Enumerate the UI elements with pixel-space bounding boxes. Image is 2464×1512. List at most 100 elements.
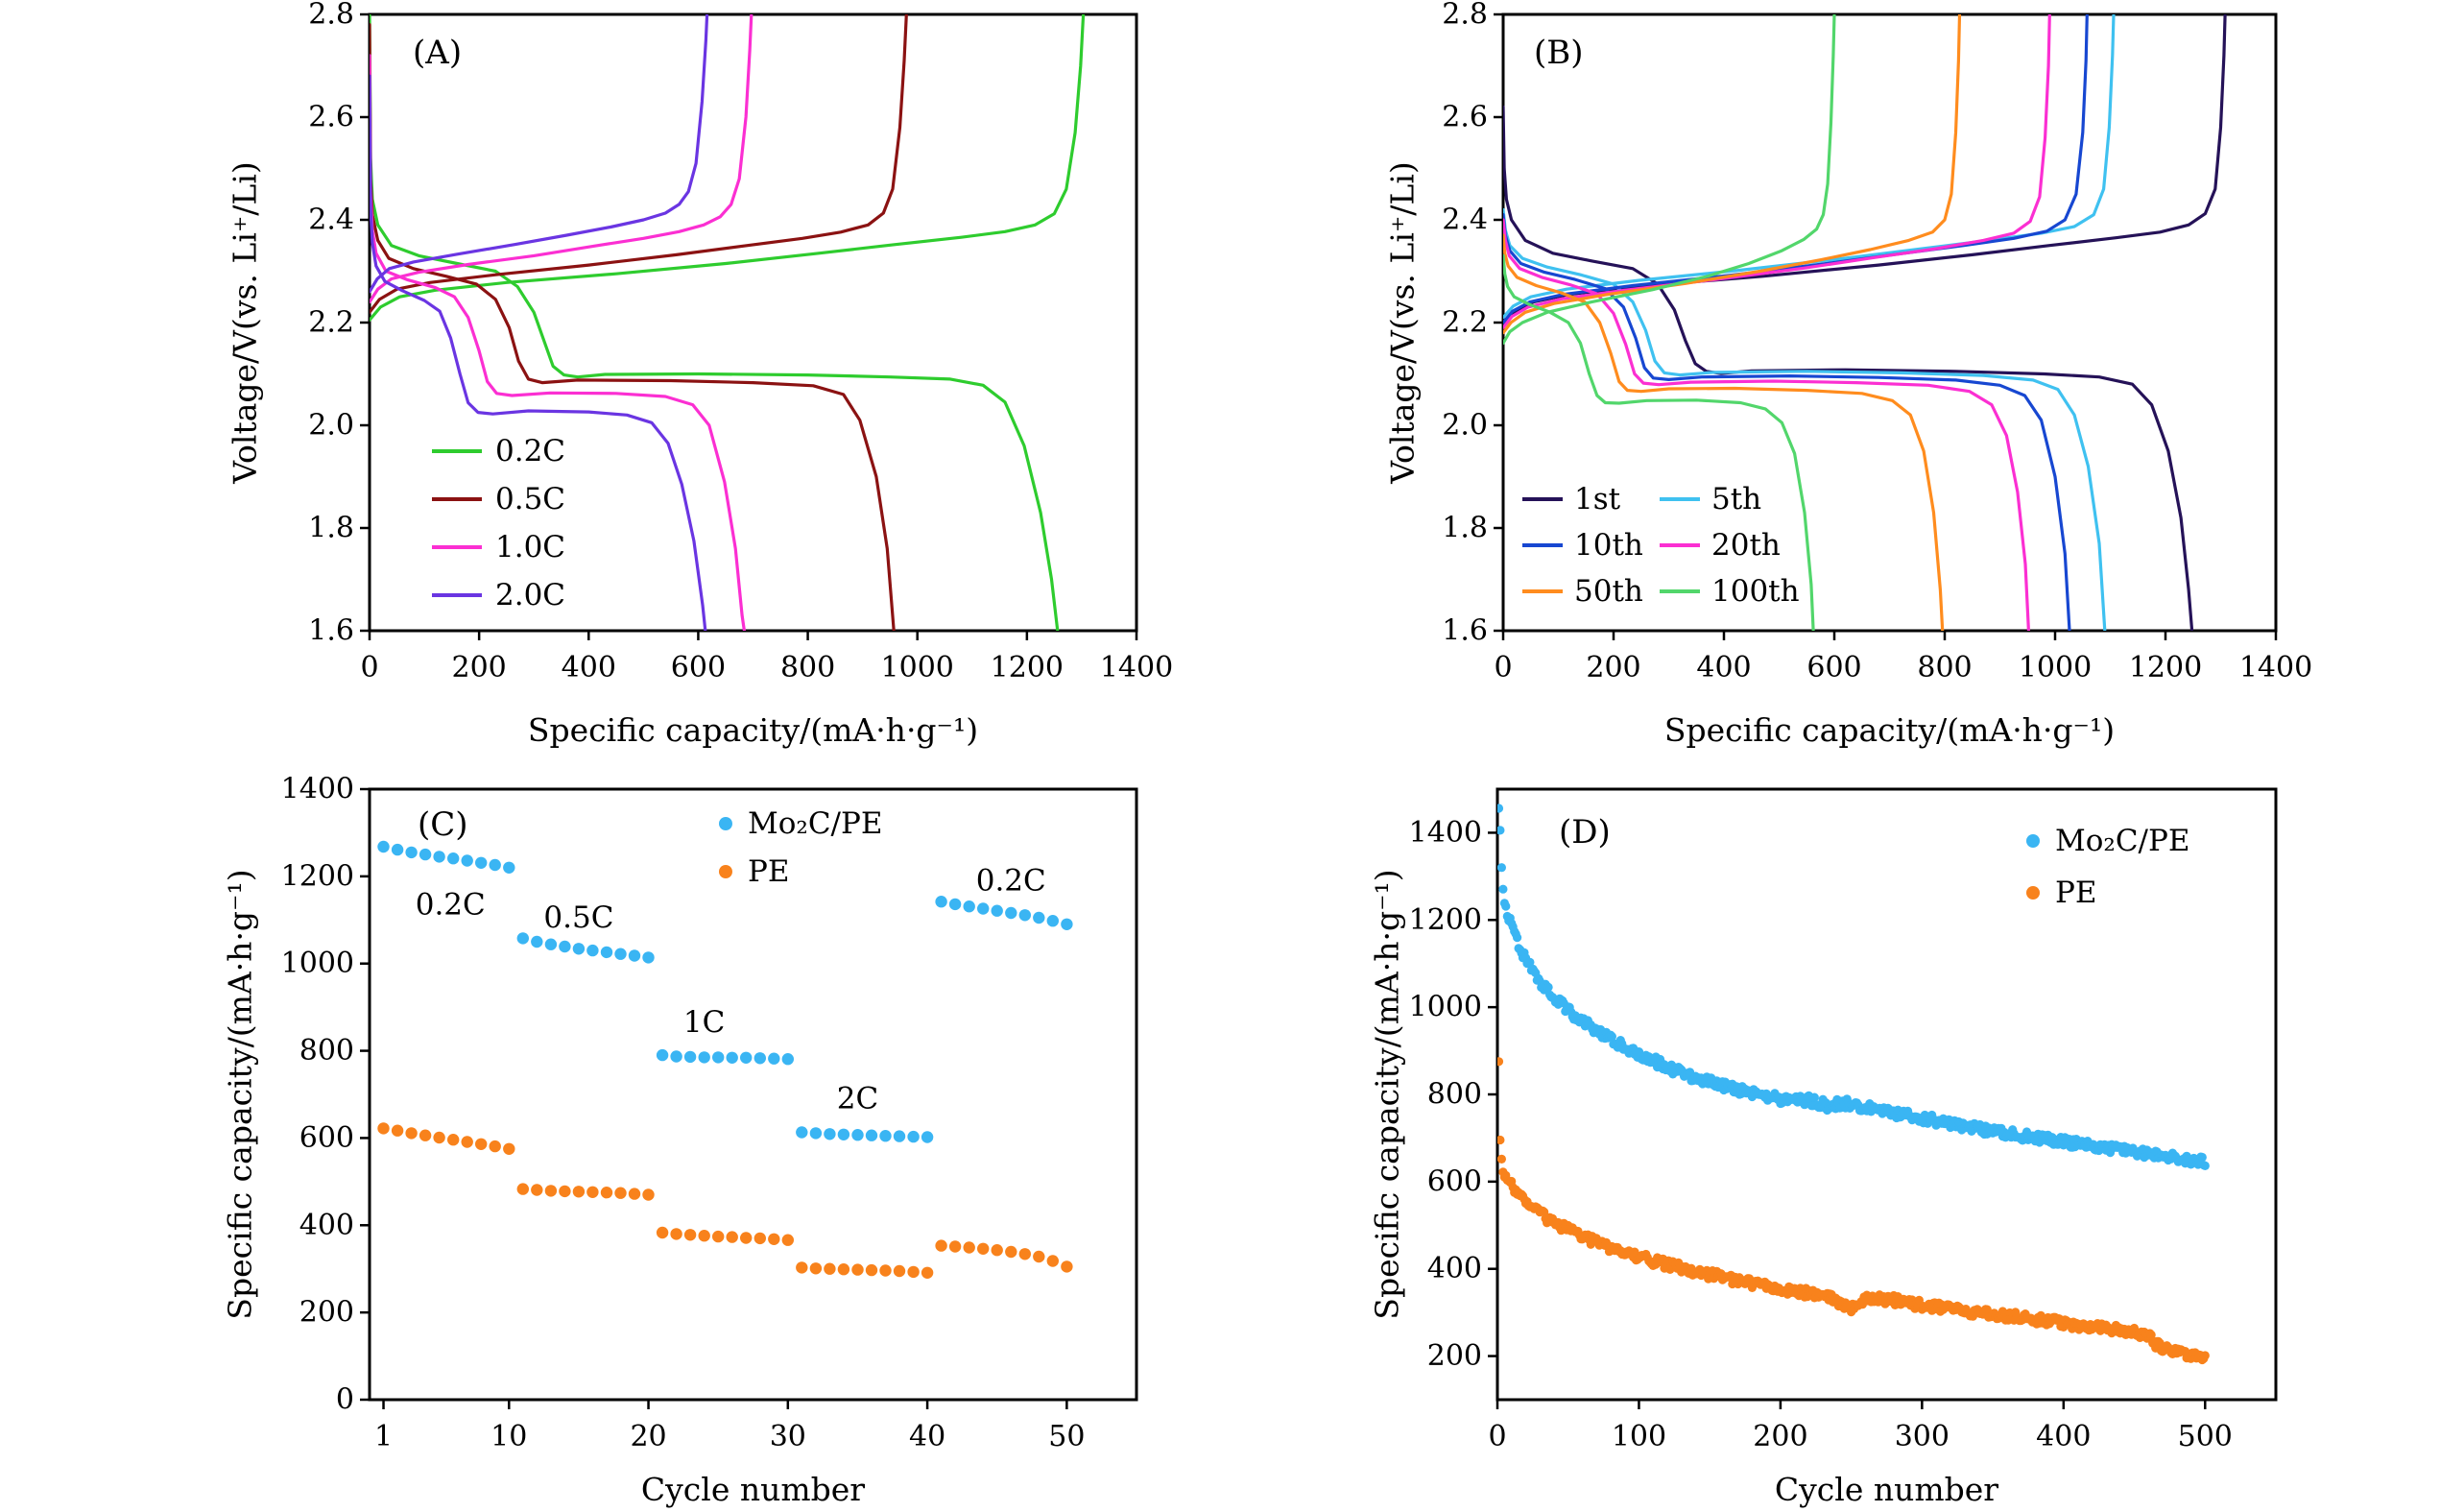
y-axis-label: Voltage/V(vs. Li⁺/Li) <box>1384 161 1422 485</box>
x-tick-label: 200 <box>1753 1420 1807 1453</box>
data-point <box>893 1264 906 1278</box>
series-curve-1.0C-discharge <box>370 54 746 631</box>
rate-annotation: 0.2C <box>416 887 486 922</box>
data-point <box>1061 918 1073 930</box>
x-tick-label: 0 <box>1494 651 1512 684</box>
y-tick-label: 1200 <box>1409 903 1482 937</box>
y-tick-label: 1.8 <box>1442 512 1488 545</box>
data-point <box>670 1228 682 1240</box>
data-point <box>1497 1135 1505 1145</box>
data-point <box>1018 909 1032 922</box>
y-tick-label: 800 <box>1427 1078 1482 1112</box>
data-point <box>809 1127 823 1140</box>
series-curve-0.2C-charge <box>370 14 1086 322</box>
x-tick-label: 400 <box>2036 1420 2091 1453</box>
data-point <box>991 904 1003 917</box>
data-point <box>865 1129 878 1141</box>
data-point <box>879 1264 892 1277</box>
data-point <box>781 1234 794 1246</box>
data-point <box>2197 1152 2207 1163</box>
plot-area <box>1503 14 2227 631</box>
data-point <box>572 943 586 955</box>
y-tick-label: 1400 <box>1409 816 1482 850</box>
legend-label-1st: 1st <box>1574 482 1621 516</box>
data-point <box>600 1187 613 1199</box>
panel-c-rate-capability: 1 10 20 30 40 50 0 200 400 600 800 1000 1200 1400 Cycl… <box>0 756 1232 1512</box>
data-point <box>531 1184 543 1196</box>
data-point <box>879 1130 892 1142</box>
legend-label-2.0C: 2.0C <box>495 578 565 612</box>
y-tick-label: 200 <box>1427 1339 1482 1373</box>
legend-label-20th: 20th <box>1711 528 1781 563</box>
x-axis-label: Specific capacity/(mA·h·g⁻¹) <box>528 711 978 749</box>
legend-label-0.2C: 0.2C <box>495 434 565 468</box>
data-point <box>935 1239 947 1252</box>
data-point <box>991 1244 1003 1257</box>
data-point <box>907 1265 920 1279</box>
y-tick-label: 2.6 <box>1442 101 1488 134</box>
legend-label-1.0C: 1.0C <box>495 530 565 564</box>
x-axis-label: Cycle number <box>641 1471 865 1508</box>
data-point <box>1498 884 1508 894</box>
data-point <box>1607 1032 1616 1042</box>
x-tick-label: 100 <box>1612 1420 1666 1453</box>
data-point <box>1061 1260 1073 1273</box>
series-curve-0.2C-discharge <box>370 14 1060 631</box>
y-tick-label: 2.2 <box>308 306 354 340</box>
y-tick-label: 1000 <box>281 947 354 980</box>
x-tick-label: 10 <box>490 1420 527 1453</box>
x-tick-label: 600 <box>671 651 726 684</box>
data-point <box>447 852 460 865</box>
x-tick-label: 800 <box>780 651 835 684</box>
panel-b-cycle-voltage-profiles: 0 200 400 600 800 1000 1200 1400 1.6 1.8 2.0 2.2 2.4… <box>1232 0 2464 756</box>
x-tick-label: 1000 <box>881 651 954 684</box>
data-point <box>461 854 473 867</box>
series-curve-100th-discharge <box>1503 253 1815 631</box>
x-tick-label: 1200 <box>2129 651 2202 684</box>
data-point <box>851 1129 864 1141</box>
data-point <box>475 856 488 869</box>
data-point <box>544 938 558 950</box>
data-point <box>377 840 390 853</box>
data-point <box>503 1142 515 1155</box>
data-point <box>1046 915 1060 927</box>
x-tick-label: 0 <box>1488 1420 1506 1453</box>
panel-a-rate-voltage-profiles: 0 200 400 600 800 1000 1200 1400 1.6 1.8 2.0 2.2 2.4… <box>0 0 1232 756</box>
data-point <box>726 1231 738 1243</box>
panel-label: (C) <box>418 805 468 844</box>
data-point <box>948 1240 962 1253</box>
data-point <box>948 898 962 911</box>
series-curve-1.0C-charge <box>370 14 754 304</box>
data-point <box>656 1226 669 1239</box>
data-point <box>405 1127 418 1140</box>
series-curve-50th-discharge <box>1503 233 1945 631</box>
data-point <box>726 1051 738 1064</box>
y-tick-label: 2.0 <box>308 409 354 443</box>
legend-swatch-Mo₂C/PE <box>2026 834 2040 848</box>
data-point <box>447 1134 460 1146</box>
y-tick-label: 2.6 <box>308 101 354 134</box>
data-point <box>1046 1255 1060 1267</box>
x-tick-label: 400 <box>562 651 616 684</box>
x-tick-label: 300 <box>1895 1420 1950 1453</box>
data-point <box>1005 1245 1017 1259</box>
data-point <box>824 1128 836 1140</box>
y-axis-label: Voltage/V(vs. Li⁺/Li) <box>227 161 264 485</box>
panel-label: (A) <box>413 34 462 72</box>
y-tick-label: 2.4 <box>1442 204 1488 237</box>
panel-label: (B) <box>1534 34 1584 72</box>
data-point <box>1998 1307 2007 1316</box>
data-point <box>796 1126 808 1139</box>
x-axis-label: Specific capacity/(mA·h·g⁻¹) <box>1664 711 2115 749</box>
data-point <box>837 1263 850 1276</box>
data-point <box>614 1187 627 1199</box>
y-tick-label: 400 <box>1427 1252 1482 1285</box>
y-tick-label: 2.2 <box>1442 306 1488 340</box>
data-point <box>489 858 501 872</box>
panel-c-chart: 1 10 20 30 40 50 0 200 400 600 800 1000 1200 1400 Cycl… <box>222 773 1138 1508</box>
data-point <box>754 1232 766 1245</box>
data-point <box>628 1188 641 1200</box>
plot-area <box>370 14 1086 631</box>
data-point <box>683 1050 697 1064</box>
